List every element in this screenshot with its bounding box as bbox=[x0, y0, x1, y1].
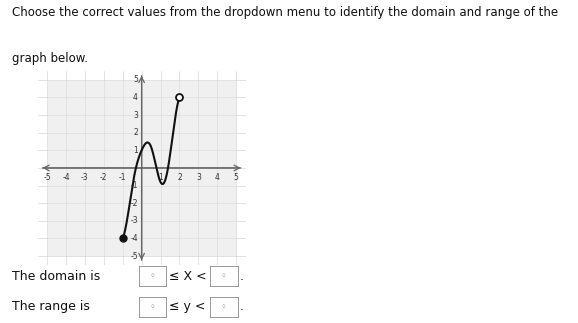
Text: 2: 2 bbox=[177, 173, 182, 182]
Text: 4: 4 bbox=[133, 93, 138, 102]
Text: 3: 3 bbox=[133, 110, 138, 120]
Text: .: . bbox=[239, 270, 243, 283]
Text: ◦: ◦ bbox=[221, 271, 227, 281]
Text: -4: -4 bbox=[130, 234, 138, 243]
Text: ≤ X <: ≤ X < bbox=[169, 270, 207, 283]
Text: 5: 5 bbox=[133, 75, 138, 84]
Text: The range is: The range is bbox=[12, 300, 90, 313]
Text: -5: -5 bbox=[130, 252, 138, 261]
Text: -3: -3 bbox=[130, 216, 138, 225]
Text: 2: 2 bbox=[133, 128, 138, 137]
Text: -2: -2 bbox=[130, 199, 138, 208]
Text: .: . bbox=[239, 300, 243, 313]
Text: 1: 1 bbox=[133, 146, 138, 155]
Text: -4: -4 bbox=[62, 173, 70, 182]
Text: -5: -5 bbox=[43, 173, 51, 182]
Text: 1: 1 bbox=[158, 173, 163, 182]
Text: 5: 5 bbox=[234, 173, 239, 182]
Text: -1: -1 bbox=[130, 181, 138, 190]
Text: The domain is: The domain is bbox=[12, 270, 100, 283]
Text: ◦: ◦ bbox=[221, 302, 227, 312]
Text: -3: -3 bbox=[81, 173, 88, 182]
Text: graph below.: graph below. bbox=[12, 52, 87, 65]
Text: ◦: ◦ bbox=[150, 271, 155, 281]
Text: 3: 3 bbox=[196, 173, 201, 182]
Text: Choose the correct values from the dropdown menu to identify the domain and rang: Choose the correct values from the dropd… bbox=[12, 6, 558, 19]
Text: -2: -2 bbox=[100, 173, 108, 182]
Text: -1: -1 bbox=[119, 173, 127, 182]
Text: 4: 4 bbox=[215, 173, 220, 182]
Text: ◦: ◦ bbox=[150, 302, 155, 312]
Text: ≤ y <: ≤ y < bbox=[169, 300, 206, 313]
